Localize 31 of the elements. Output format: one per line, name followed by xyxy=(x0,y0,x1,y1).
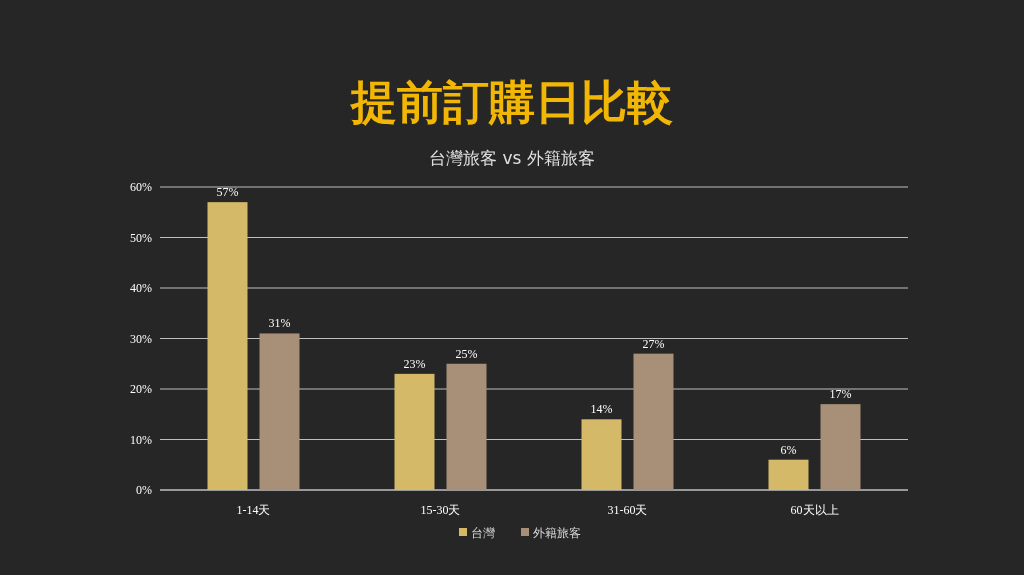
legend-label: 外籍旅客 xyxy=(533,526,581,540)
legend-label: 台灣 xyxy=(471,526,495,540)
y-tick-label: 50% xyxy=(130,230,152,245)
x-tick-label: 1-14天 xyxy=(236,503,271,517)
bar xyxy=(207,202,248,490)
y-tick-label: 20% xyxy=(130,382,152,396)
data-label: 14% xyxy=(590,402,613,417)
data-label: 17% xyxy=(829,387,852,402)
bar xyxy=(259,333,300,490)
chart-title: 提前訂購日比較 xyxy=(349,75,673,129)
bar xyxy=(446,363,487,490)
data-label: 57% xyxy=(216,185,239,200)
data-label: 27% xyxy=(642,336,665,351)
x-tick-label: 15-30天 xyxy=(420,503,461,517)
data-label: 25% xyxy=(455,346,478,361)
chart-subtitle: 台灣旅客 vs 外籍旅客 xyxy=(429,148,595,168)
y-tick-label: 10% xyxy=(130,432,152,447)
x-tick-label: 60天以上 xyxy=(790,503,839,517)
data-label: 23% xyxy=(403,356,426,371)
y-tick-label: 0% xyxy=(136,483,152,497)
y-tick-label: 60% xyxy=(130,180,152,194)
bar xyxy=(633,353,674,490)
bar xyxy=(581,419,622,490)
data-label: 6% xyxy=(780,442,797,457)
data-label: 31% xyxy=(268,316,291,331)
bar xyxy=(394,373,435,490)
y-tick-label: 30% xyxy=(130,331,152,346)
y-tick-label: 40% xyxy=(130,281,152,295)
bar xyxy=(768,459,809,490)
bar xyxy=(820,404,861,490)
x-tick-label: 31-60天 xyxy=(607,503,648,517)
